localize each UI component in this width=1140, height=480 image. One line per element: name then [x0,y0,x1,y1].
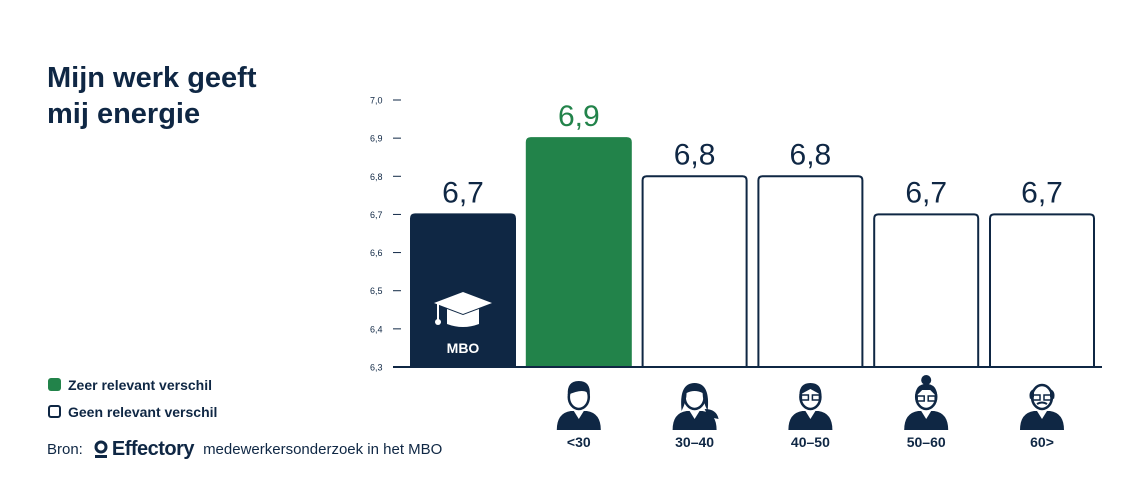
legend-label-relevant: Zeer relevant verschil [68,376,212,393]
brand-name: Effectory [111,438,195,460]
category-label: 60> [1030,434,1054,450]
legend-label-not-relevant: Geen relevant verschil [68,403,218,420]
man-glasses-icon [788,383,833,430]
bar-value-label: 6,9 [558,100,600,133]
effectory-logo: Effectory [93,438,195,461]
title-line-1: Mijn werk geeft [47,62,257,94]
bar [873,213,980,367]
chart-title: Mijn werk geeft mij energie [47,60,347,132]
y-tick-label: 6,9 [370,134,383,144]
y-tick-label: 7,0 [370,96,383,106]
category-label: MBO [447,340,480,356]
category-label: <30 [567,434,591,450]
bar-value-label: 6,7 [442,176,484,209]
category-label: 50–60 [907,434,946,450]
bar [410,213,516,367]
legend: Zeer relevant verschil Geen relevant ver… [48,371,217,425]
bar-value-label: 6,8 [790,138,832,171]
bar-value-label: 6,7 [1021,176,1063,209]
title-line-2: mij energie [47,98,201,130]
source-suffix: medewerkersonderzoek in het MBO [203,441,443,458]
bar [641,175,748,367]
y-tick-label: 6,7 [370,210,383,220]
category-label: 30–40 [675,434,714,450]
location-pin-icon [94,440,108,458]
bar [989,213,1095,367]
y-tick-label: 6,6 [370,248,383,258]
legend-item-relevant: Zeer relevant verschil [48,371,217,398]
source-line: Bron: Effectory medewerkersonderzoek in … [47,438,442,461]
graduation-cap-icon [434,292,492,327]
category-label: 40–50 [791,434,830,450]
legend-item-not-relevant: Geen relevant verschil [48,398,217,425]
legend-swatch-green [48,378,61,391]
woman-bun-icon [904,375,949,430]
young-man-icon [556,381,601,430]
y-tick-label: 6,8 [370,172,383,182]
bar [757,175,864,367]
old-man-icon [1020,383,1064,430]
bar [525,137,632,367]
y-tick-label: 6,3 [370,363,383,373]
legend-swatch-white [48,405,61,418]
y-tick-label: 6,5 [370,286,383,296]
woman-icon [672,383,719,430]
bar-value-label: 6,8 [674,138,716,171]
bar-value-label: 6,7 [905,176,947,209]
y-tick-label: 6,4 [370,324,383,334]
source-prefix: Bron: [47,441,83,458]
